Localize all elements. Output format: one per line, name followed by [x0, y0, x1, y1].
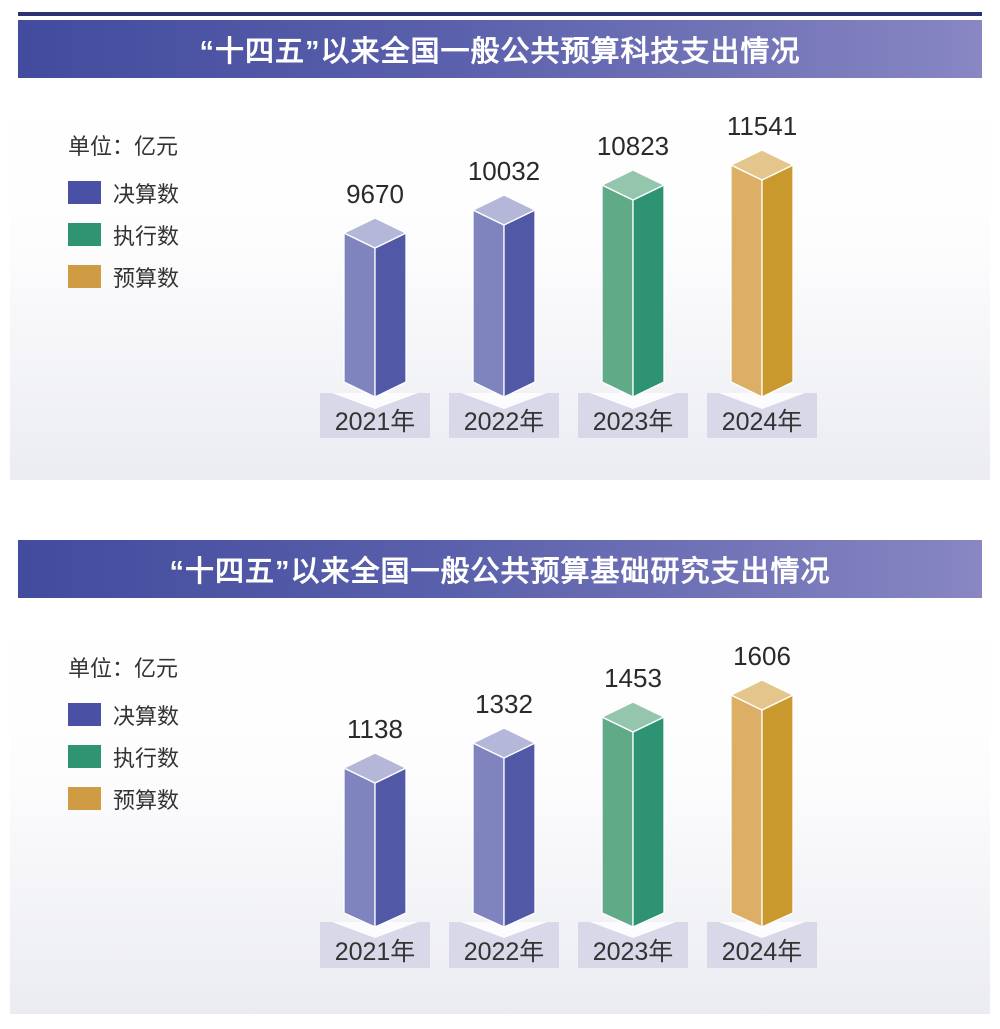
year-label: 2023年 [593, 408, 674, 436]
bar-value-label: 9670 [346, 179, 404, 209]
label-box-notch [719, 922, 805, 938]
bar-face-left [472, 742, 505, 928]
bar-face-left [472, 209, 505, 398]
bar-face-left [343, 232, 376, 398]
legend-label: 执行数 [113, 745, 180, 771]
bar-chart-basic-research: 2021年 1138 2022年 1332 2023年 1453 2024年 1606 [320, 641, 817, 968]
bar-chart-science-tech: 2021年 9670 2022年 10032 2023年 10823 2024年 11541 [320, 111, 817, 438]
bar-column: 2024年 11541 [707, 111, 817, 438]
bar-value-label: 1138 [347, 714, 403, 744]
bar-column: 2022年 10032 [449, 156, 559, 438]
unit-label: 单位：亿元 [68, 656, 179, 681]
bar-face-top [601, 169, 665, 201]
bar-face-right [761, 694, 794, 928]
bar-face-left [730, 164, 763, 398]
legend-item-budget: 预算数 [68, 787, 179, 813]
bar-value-label: 1606 [733, 641, 791, 671]
chart-title-bar-science-tech: “十四五”以来全国一般公共预算科技支出情况 [18, 20, 982, 78]
legend-swatch-executed [68, 745, 101, 768]
year-label: 2022年 [464, 938, 545, 966]
bar-column: 2023年 10823 [578, 131, 688, 438]
bar-face-right [503, 742, 536, 928]
label-box-notch [590, 393, 676, 409]
label-box-notch [461, 922, 547, 938]
bar-face-top [343, 752, 407, 784]
bar-face-left [601, 184, 634, 398]
bar-face-right [632, 184, 665, 398]
legend-item-executed: 执行数 [68, 745, 179, 771]
label-box-notch [461, 393, 547, 409]
legend-item-budget: 预算数 [68, 265, 179, 291]
label-box-notch [332, 393, 418, 409]
legend-item-final: 决算数 [68, 703, 179, 729]
bar-face-right [632, 716, 665, 928]
chart-title: “十四五”以来全国一般公共预算科技支出情况 [199, 36, 801, 68]
bar-column: 2022年 1332 [449, 689, 559, 968]
legend-swatch-budget [68, 787, 101, 810]
chart-title: “十四五”以来全国一般公共预算基础研究支出情况 [169, 556, 831, 588]
bar-column: 2021年 1138 [320, 714, 430, 968]
year-label: 2024年 [722, 938, 803, 966]
label-box-notch [590, 922, 676, 938]
bar-face-right [503, 209, 536, 398]
bar-face-left [730, 694, 763, 928]
legend-item-executed: 执行数 [68, 223, 179, 249]
legend-label: 执行数 [113, 223, 180, 249]
bar-face-right [374, 767, 407, 928]
unit-label: 单位：亿元 [68, 134, 179, 159]
bar-face-top [730, 679, 794, 711]
legend-swatch-final [68, 181, 101, 204]
bar-face-top [601, 701, 665, 733]
bar-value-label: 1453 [604, 663, 662, 693]
legend-swatch-final [68, 703, 101, 726]
bar-value-label: 10823 [597, 131, 669, 161]
legend-swatch-executed [68, 223, 101, 246]
legend-swatch-budget [68, 265, 101, 288]
bar-face-top [730, 149, 794, 181]
bar-face-left [343, 767, 376, 928]
bar-face-right [374, 232, 407, 398]
year-label: 2023年 [593, 938, 674, 966]
chart-legend: 单位：亿元 决算数 执行数 预算数 [68, 129, 179, 307]
chart-title-bar-basic-research: “十四五”以来全国一般公共预算基础研究支出情况 [18, 540, 982, 598]
year-label: 2021年 [335, 938, 416, 966]
year-label: 2022年 [464, 408, 545, 436]
bar-face-top [472, 194, 536, 226]
bar-column: 2024年 1606 [707, 641, 817, 968]
chart-panel-science-tech: 单位：亿元 决算数 执行数 预算数 2021年 9670 2022年 10032 202… [10, 95, 990, 480]
year-label: 2021年 [335, 408, 416, 436]
bar-face-top [472, 727, 536, 759]
legend-label: 预算数 [113, 787, 180, 813]
legend-label: 决算数 [113, 181, 180, 207]
chart-legend: 单位：亿元 决算数 执行数 预算数 [68, 651, 179, 829]
label-box-notch [719, 393, 805, 409]
bar-face-left [601, 716, 634, 928]
bar-face-right [761, 164, 794, 398]
label-box-notch [332, 922, 418, 938]
bar-column: 2023年 1453 [578, 663, 688, 968]
year-label: 2024年 [722, 408, 803, 436]
chart-panel-basic-research: 单位：亿元 决算数 执行数 预算数 2021年 1138 2022年 1332 2023… [10, 617, 990, 1014]
legend-label: 预算数 [113, 265, 180, 291]
legend-item-final: 决算数 [68, 181, 179, 207]
bar-column: 2021年 9670 [320, 179, 430, 438]
cropped-banner-edge [18, 12, 982, 16]
legend-label: 决算数 [113, 703, 180, 729]
bar-value-label: 11541 [727, 111, 797, 141]
bar-value-label: 10032 [468, 156, 540, 186]
bar-face-top [343, 217, 407, 249]
bar-value-label: 1332 [475, 689, 533, 719]
